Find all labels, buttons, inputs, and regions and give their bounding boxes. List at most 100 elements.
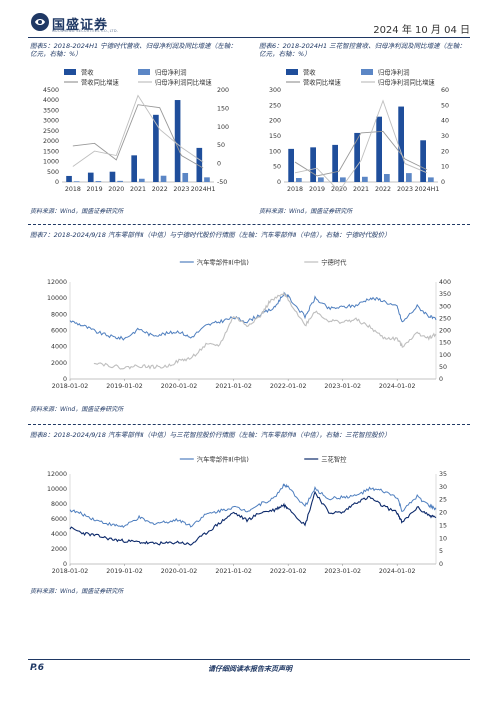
y-right-tick-label: 400	[439, 279, 451, 286]
y-right-tick-label: 20	[439, 510, 447, 517]
y-left-tick-label: 100	[269, 148, 281, 155]
legend-0-label: 营收	[303, 68, 316, 77]
header-rule	[28, 37, 470, 38]
bar-归母净利润	[362, 176, 368, 182]
bar-营收	[87, 172, 94, 182]
y-left-tick-label: 0	[63, 376, 67, 383]
y-left-tick-label: 3500	[43, 107, 59, 114]
bar-归母净利润	[117, 180, 123, 182]
line-三花智控	[69, 490, 437, 546]
y-right-tick-label: 25	[439, 497, 447, 504]
y-right-tick-label: 100	[217, 124, 229, 131]
y-left-tick-label: 0	[55, 179, 59, 186]
bar-营收	[153, 114, 159, 182]
figure-8-title: 图表8：2018-2024/9/18 汽车零部件Ⅱ（中信）与三花智控股价行情图（…	[30, 431, 391, 439]
y-left-tick-label: 2500	[43, 128, 59, 135]
company-logo: 国盛证券	[52, 18, 109, 33]
legend-1-label: 宁德时代	[321, 258, 347, 267]
y-right-tick-label: 15	[439, 522, 447, 529]
y-right-tick-label: 350	[439, 291, 451, 298]
x-tick-label: 2018-01-02	[52, 568, 89, 575]
y-left-tick-label: 4000	[51, 531, 67, 538]
x-tick-label: 2024-01-02	[379, 383, 416, 390]
figure-5-title-line1: 图表5：2018-2024H1 宁德时代营收、归母净利润及同比增速（左轴：	[30, 42, 237, 50]
x-tick-label: 2019	[87, 186, 103, 193]
x-tick-label: 2020-01-02	[161, 383, 198, 390]
x-tick-label: 2019-01-02	[106, 383, 143, 390]
bar-归母净利润	[95, 181, 102, 182]
x-tick-label: 2018	[65, 186, 81, 193]
y-left-tick-label: 0	[277, 179, 281, 186]
legend-1-swatch	[138, 69, 150, 75]
y-right-tick-label: 100	[439, 352, 451, 359]
y-left-tick-label: 4000	[43, 97, 59, 104]
bar-营收	[376, 116, 382, 182]
x-tick-label: 2021	[130, 186, 146, 193]
page-number: P.6	[30, 663, 44, 673]
y-right-tick-label: -50	[217, 179, 227, 186]
legend-1-label: 归母净利润	[155, 68, 186, 77]
line-归母净利润同比增速	[72, 94, 204, 167]
figure-6-source: 资料来源：Wind，国盛证券研究所	[259, 208, 353, 215]
y-left-tick-label: 2000	[51, 546, 67, 553]
line-营收同比增速	[72, 104, 204, 169]
figure-8-source: 资料来源：Wind，国盛证券研究所	[30, 588, 124, 595]
bar-营收	[131, 155, 137, 182]
legend-0-swatch	[64, 69, 76, 75]
bar-营收	[174, 100, 181, 182]
y-right-tick-label: 5	[439, 548, 443, 555]
y-right-tick-label: 10	[441, 164, 449, 171]
y-left-tick-label: 8000	[51, 501, 67, 508]
y-left-tick-label: 12000	[47, 279, 67, 286]
y-left-tick-label: 1000	[43, 159, 59, 166]
divider	[28, 424, 470, 425]
x-tick-label: 2023	[397, 186, 413, 193]
legend-1-label: 三花智控	[321, 455, 347, 464]
y-right-tick-label: 60	[441, 87, 449, 94]
x-tick-label: 2021-01-02	[215, 568, 252, 575]
y-left-tick-label: 4500	[43, 87, 59, 94]
company-logo-subtitle: GUOSHENG SECURITIES CO.,LTD.	[52, 29, 119, 33]
divider	[28, 224, 470, 225]
figure-5-title-line2: 亿元，右轴：%）	[30, 50, 82, 58]
y-right-tick-label: 20	[441, 148, 449, 155]
x-tick-label: 2024-01-02	[379, 568, 416, 575]
x-tick-label: 2018-01-02	[52, 383, 89, 390]
y-left-tick-label: 300	[269, 87, 281, 94]
y-right-tick-label: 300	[439, 303, 451, 310]
bar-归母净利润	[182, 172, 189, 182]
footer-disclaimer: 请仔细阅读本报告末页声明	[208, 665, 292, 673]
legend-3-label: 归母净利润同比增速	[155, 78, 212, 87]
y-right-tick-label: 200	[217, 87, 229, 94]
bar-归母净利润	[139, 178, 145, 182]
y-right-tick-label: 0	[439, 376, 443, 383]
legend-3-label: 归母净利润同比增速	[378, 78, 435, 87]
figure-5-source: 资料来源：Wind，国盛证券研究所	[30, 208, 124, 215]
y-right-tick-label: 50	[217, 142, 225, 149]
x-tick-label: 2024H1	[191, 186, 216, 193]
line-汽车零部件Ⅱ(中信)	[69, 483, 437, 528]
bar-营收	[354, 132, 360, 182]
bar-营收	[288, 148, 294, 182]
legend-0-label: 汽车零部件Ⅱ(中信)	[197, 455, 249, 464]
x-tick-label: 2022-01-02	[270, 383, 307, 390]
bar-归母净利润	[73, 181, 80, 182]
y-left-tick-label: 6000	[51, 328, 67, 335]
legend-0-label: 营收	[81, 68, 94, 77]
bar-归母净利润	[340, 177, 346, 182]
legend-1-swatch	[361, 69, 373, 75]
y-right-tick-label: 40	[441, 118, 449, 125]
bar-营收	[66, 175, 72, 182]
y-left-tick-label: 4000	[51, 344, 67, 351]
y-left-tick-label: 3000	[43, 118, 59, 125]
y-right-tick-label: 0	[217, 161, 221, 168]
figure-6-title-line1: 图表6：2018-2024H1 三花智控营收、归母净利润及同比增速（左轴：	[259, 42, 466, 50]
x-tick-label: 2020	[108, 186, 124, 193]
bar-归母净利润	[406, 173, 412, 182]
y-left-tick-label: 50	[273, 164, 281, 171]
y-right-tick-label: 50	[439, 364, 447, 371]
x-tick-label: 2018	[287, 186, 303, 193]
x-tick-label: 2020	[331, 186, 347, 193]
y-left-tick-label: 10000	[47, 295, 67, 302]
